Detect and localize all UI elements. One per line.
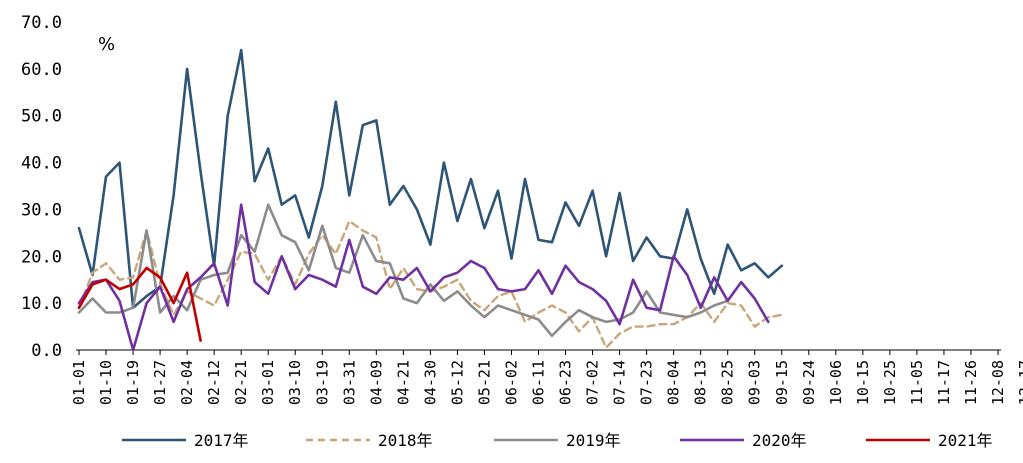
x-tick-label: 10-25 bbox=[881, 360, 899, 405]
series-line-0 bbox=[77, 48, 784, 310]
x-tick-label: 08-13 bbox=[692, 360, 710, 405]
y-tick-label: 50.0 bbox=[21, 107, 62, 127]
x-tick-label: 09-03 bbox=[746, 360, 764, 405]
x-tick-label: 02-12 bbox=[205, 360, 223, 405]
x-tick-label: 04-09 bbox=[367, 360, 385, 405]
y-tick-label: 0.0 bbox=[31, 341, 62, 361]
y-tick-label: 30.0 bbox=[21, 200, 62, 220]
x-tick-label: 11-26 bbox=[962, 360, 980, 405]
x-tick-label: 01-19 bbox=[124, 360, 142, 405]
x-tick-label: 04-21 bbox=[394, 360, 412, 405]
x-tick-label: 05-12 bbox=[448, 360, 466, 405]
y-unit-label: % bbox=[98, 34, 115, 55]
legend-label-4: 2021年 bbox=[938, 431, 993, 450]
x-tick-label: 02-21 bbox=[232, 360, 250, 405]
x-tick-label: 04-30 bbox=[421, 360, 439, 405]
axes: 0.0 10.0 20.0 30.0 40.0 50.0 60.0 70.0 01-01 01-1… bbox=[21, 13, 1023, 405]
series-line-3 bbox=[77, 203, 770, 352]
legend-label-1: 2018年 bbox=[378, 431, 433, 450]
x-tick-label: 09-24 bbox=[800, 360, 818, 405]
series-line-4 bbox=[77, 266, 202, 342]
y-tick-label: 70.0 bbox=[21, 13, 62, 33]
x-tick-label: 01-10 bbox=[97, 360, 115, 405]
x-tick-label: 01-01 bbox=[70, 360, 88, 405]
y-tick-label: 10.0 bbox=[21, 294, 62, 314]
x-tick-label: 06-11 bbox=[530, 360, 548, 405]
x-tick-label: 08-25 bbox=[719, 360, 737, 405]
x-tick-label: 10-06 bbox=[827, 360, 845, 405]
x-tick-label: 12-08 bbox=[989, 360, 1007, 405]
legend-label-0: 2017年 bbox=[194, 431, 249, 450]
x-tick-label: 08-04 bbox=[665, 360, 683, 405]
x-tick-label: 12-17 bbox=[1016, 360, 1023, 405]
x-tick-label: 06-02 bbox=[502, 360, 520, 405]
legend-label-2: 2019年 bbox=[566, 431, 621, 450]
x-tick-label: 10-15 bbox=[854, 360, 872, 405]
x-tick-label: 03-31 bbox=[340, 360, 358, 405]
x-tick-label: 07-23 bbox=[638, 360, 656, 405]
series-line-2 bbox=[77, 203, 730, 338]
x-tick-label: 11-05 bbox=[908, 360, 926, 405]
x-tick-label: 03-01 bbox=[259, 360, 277, 405]
x-tick-label: 07-14 bbox=[611, 360, 629, 405]
y-tick-label: 20.0 bbox=[21, 247, 62, 267]
x-tick-label: 11-17 bbox=[935, 360, 953, 405]
x-tick-label: 06-23 bbox=[557, 360, 575, 405]
y-tick-label: 60.0 bbox=[21, 60, 62, 80]
series-lines bbox=[77, 48, 784, 352]
x-tick-label: 03-10 bbox=[286, 360, 304, 405]
legend-label-3: 2020年 bbox=[752, 431, 807, 450]
x-tick-label: 07-02 bbox=[584, 360, 602, 405]
x-tick-label: 05-21 bbox=[475, 360, 493, 405]
x-tick-label: 03-19 bbox=[313, 360, 331, 405]
x-tick-label: 09-15 bbox=[773, 360, 791, 405]
x-tick-label: 02-04 bbox=[178, 360, 196, 405]
legend: 2017年 2018年 2019年 2020年 2021年 bbox=[122, 431, 993, 450]
y-tick-label: 40.0 bbox=[21, 154, 62, 174]
x-tick-label: 01-27 bbox=[151, 360, 169, 405]
